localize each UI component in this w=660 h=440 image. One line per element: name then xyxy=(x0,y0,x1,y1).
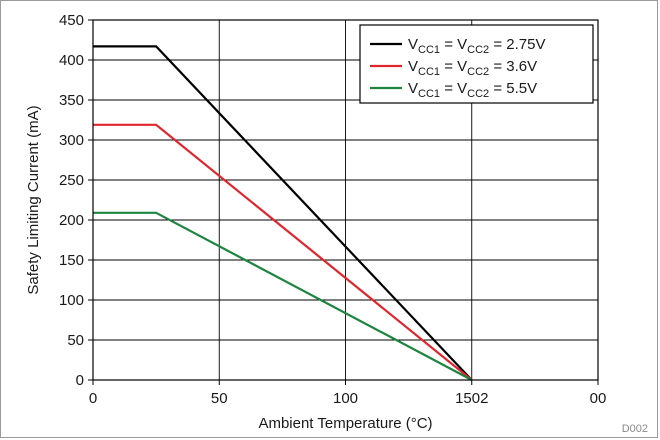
figure-id: D002 xyxy=(622,423,648,435)
series-line-2 xyxy=(93,123,473,381)
x-tick-label: 100 xyxy=(333,390,358,407)
x-axis-label: Ambient Temperature (°C) xyxy=(258,415,432,432)
y-tick-label: 100 xyxy=(59,292,84,309)
series-line-1 xyxy=(93,45,473,381)
series-line-3 xyxy=(93,211,473,381)
y-tick-label: 0 xyxy=(76,372,84,389)
y-tick-label: 300 xyxy=(59,132,84,149)
x-tick-label: 50 xyxy=(211,390,228,407)
y-tick-label: 150 xyxy=(59,252,84,269)
legend-box xyxy=(359,24,594,104)
y-tick-label: 50 xyxy=(67,332,84,349)
y-tick-label: 200 xyxy=(59,212,84,229)
x-tick-label: 0 xyxy=(89,390,97,407)
legend-entry-1: VCC1 = VCC2 = 2.75V xyxy=(408,36,545,56)
y-axis-label: Safety Limiting Current (mA) xyxy=(25,105,42,294)
y-tick-label: 450 xyxy=(59,12,84,29)
series-layer xyxy=(93,45,473,381)
legend-entry-3: VCC1 = VCC2 = 5.5V xyxy=(408,80,537,100)
y-tick-label: 250 xyxy=(59,172,84,189)
x-tick-label: 00 xyxy=(590,390,607,407)
y-tick-label: 400 xyxy=(59,52,84,69)
legend-entry-2: VCC1 = VCC2 = 3.6V xyxy=(408,58,537,78)
x-tick-label: 1502 xyxy=(455,390,488,407)
y-tick-label: 350 xyxy=(59,92,84,109)
